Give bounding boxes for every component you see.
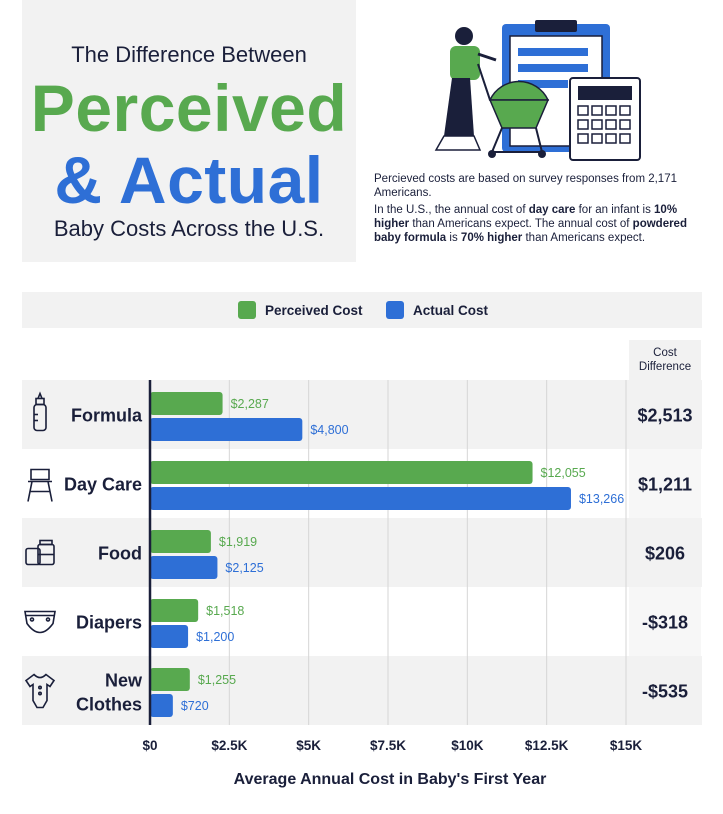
value-label-actual: $13,266 [579,492,624,506]
cost-difference-column [629,380,701,725]
legend-actual: Actual Cost [386,301,488,319]
category-label: Formula [71,406,143,426]
title-actual: & Actual [54,143,324,217]
high-chair-icon [27,468,53,502]
title-panel: The Difference Between Perceived & Actua… [22,0,356,262]
bar-actual [150,418,303,441]
value-label-perceived: $1,919 [219,535,257,549]
notes-line2: In the U.S., the annual cost of day care… [374,204,687,244]
title-perceived: Perceived [30,71,348,145]
cost-difference-value: $1,211 [638,475,692,495]
value-label-actual: $1,200 [196,630,234,644]
x-tick-label: $12.5K [525,738,569,753]
bar-perceived [150,461,533,484]
bottle-icon [33,391,47,432]
bar-perceived [150,392,223,415]
bar-perceived [150,530,211,553]
legend-perceived: Perceived Cost [238,301,363,319]
x-tick-label: $10K [451,738,484,753]
legend-perceived-label: Perceived Cost [265,302,363,318]
legend-actual-swatch [386,301,404,319]
cost-difference-value: $2,513 [637,406,692,426]
category-label: Day Care [64,475,142,495]
notes-line1: Percieved costs are based on survey resp… [374,173,677,199]
legend-actual-label: Actual Cost [413,302,489,318]
value-label-actual: $720 [181,699,209,713]
diaper-icon [24,610,56,634]
category-label: New [105,671,143,691]
category-label: Food [98,544,142,564]
onesie-icon [24,673,56,709]
baby-food-jar-icon [25,539,55,566]
post-title: Baby Costs Across the U.S. [53,216,325,241]
category-label: Diapers [76,613,142,633]
value-label-perceived: $1,255 [198,673,236,687]
row-band [22,380,702,449]
cost-difference-header: Cost Difference [629,340,701,380]
woman-stroller-illustration-icon [434,20,641,161]
survey-notes: Percieved costs are based on survey resp… [374,172,694,248]
bar-actual [150,487,571,510]
row-band [22,518,702,587]
bar-actual [150,694,173,717]
bar-perceived [150,668,190,691]
value-label-perceived: $1,518 [206,604,244,618]
legend: Perceived Cost Actual Cost [22,292,702,328]
bar-actual [150,556,218,579]
legend-perceived-swatch [238,301,256,319]
cost-difference-value: -$318 [642,613,688,633]
value-label-perceived: $12,055 [541,466,586,480]
bar-perceived [150,599,199,622]
bar-actual [150,625,189,648]
x-tick-label: $2.5K [211,738,247,753]
x-tick-label: $5K [296,738,321,753]
value-label-perceived: $2,287 [231,397,269,411]
cost-difference-value: $206 [645,544,685,564]
cost-difference-value: -$535 [642,682,688,702]
x-tick-label: $0 [142,738,157,753]
row-band [22,656,702,725]
value-label-actual: $2,125 [225,561,263,575]
x-tick-label: $7.5K [370,738,406,753]
category-label: Clothes [76,695,142,715]
pre-title: The Difference Between [71,42,307,67]
value-label-actual: $4,800 [310,423,348,437]
x-axis-title: Average Annual Cost in Baby's First Year [234,771,547,788]
x-tick-label: $15K [610,738,643,753]
